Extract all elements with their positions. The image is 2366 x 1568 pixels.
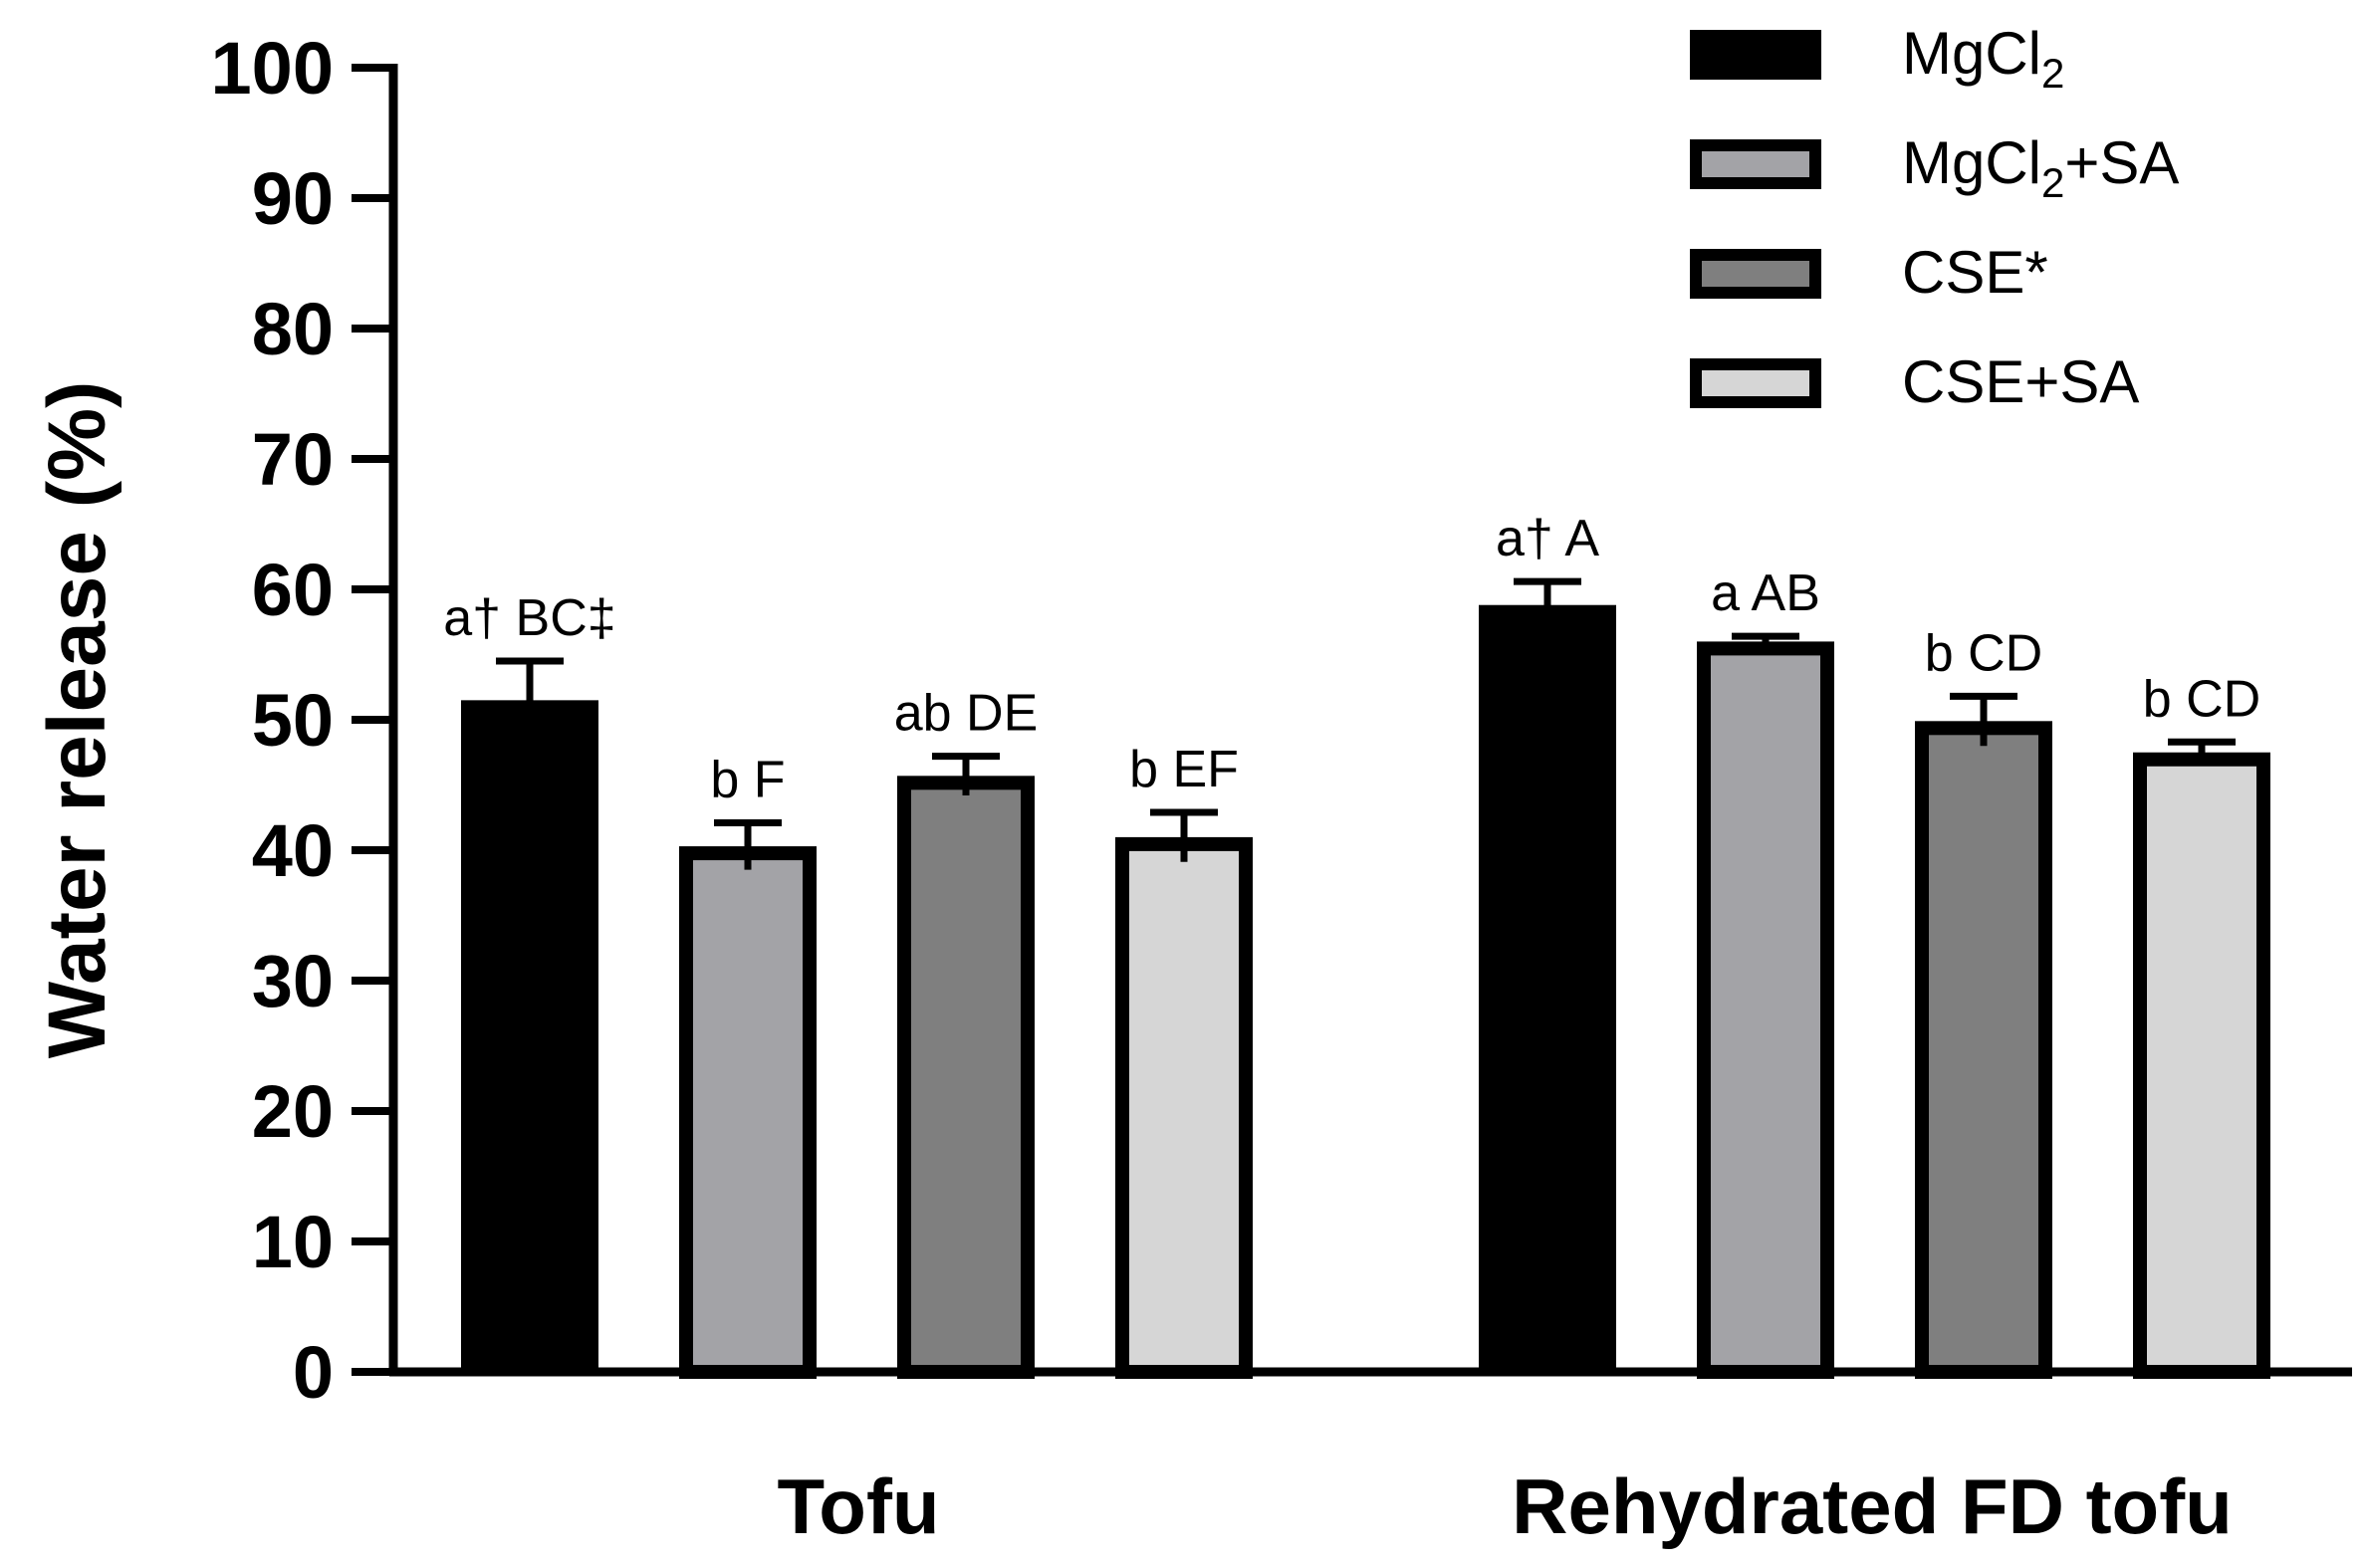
legend-swatch [1690, 139, 1821, 189]
category-label-2: Rehydrated FD tofu [1512, 1462, 2233, 1550]
bar-mgcl2-group-1 [461, 700, 598, 1372]
error-bar-mgcl2-sa-group-2 [1732, 632, 1799, 647]
significance-label: a AB [1711, 564, 1820, 622]
y-tick-label: 20 [252, 1070, 334, 1153]
y-tick-label: 50 [252, 679, 334, 762]
significance-label: b CD [2143, 670, 2260, 728]
y-tick-label: 60 [252, 549, 334, 631]
legend-item-1: MgCl2 [1690, 20, 2064, 97]
error-bar-cse--group-1 [932, 753, 1000, 795]
y-tick-label: 90 [252, 157, 334, 240]
y-tick-label: 100 [211, 27, 334, 110]
category-label-1: Tofu [777, 1462, 939, 1550]
error-bar-mgcl2-sa-group-1 [714, 818, 782, 870]
bar-cse--group-2 [1915, 721, 2052, 1379]
significance-label: b CD [1925, 624, 2042, 682]
legend-item-4: CSE+SA [1690, 348, 2139, 415]
error-bar-cse-sa-group-2 [2168, 738, 2236, 764]
y-tick-label: 70 [252, 418, 334, 501]
y-tick-label: 80 [252, 288, 334, 370]
legend-label: MgCl2+SA [1902, 129, 2179, 206]
legend-swatch [1690, 249, 1821, 299]
y-tick-label: 0 [293, 1331, 334, 1414]
legend-label: CSE* [1902, 239, 2048, 306]
bar-cse--group-1 [897, 776, 1035, 1379]
y-tick-label: 30 [252, 940, 334, 1022]
y-tick-label: 10 [252, 1201, 334, 1283]
significance-label: b F [710, 751, 785, 808]
y-axis-title: Water release (%) [32, 381, 122, 1059]
y-tick-label: 40 [252, 809, 334, 892]
bar-mgcl2-sa-group-2 [1697, 641, 1834, 1379]
error-bar-cse--group-2 [1950, 692, 2017, 747]
bar-cse-sa-group-1 [1115, 836, 1253, 1379]
significance-label: a† A [1496, 510, 1599, 567]
legend-label: MgCl2 [1902, 20, 2064, 97]
error-bar-mgcl2-group-2 [1514, 577, 1581, 629]
legend-label: CSE+SA [1902, 348, 2139, 415]
legend-item-2: MgCl2+SA [1690, 129, 2179, 206]
bar-cse-sa-group-2 [2133, 752, 2270, 1379]
significance-label: a† BC‡ [443, 589, 615, 647]
significance-label: ab DE [894, 685, 1039, 743]
legend-swatch [1690, 358, 1821, 408]
bar-mgcl2-sa-group-1 [679, 846, 817, 1379]
bar-mgcl2-group-2 [1479, 604, 1616, 1372]
legend-swatch [1690, 30, 1821, 80]
error-bar-mgcl2-group-1 [496, 657, 564, 740]
error-bar-cse-sa-group-1 [1150, 808, 1218, 862]
significance-label: b EF [1129, 741, 1239, 798]
legend-item-3: CSE* [1690, 239, 2048, 306]
